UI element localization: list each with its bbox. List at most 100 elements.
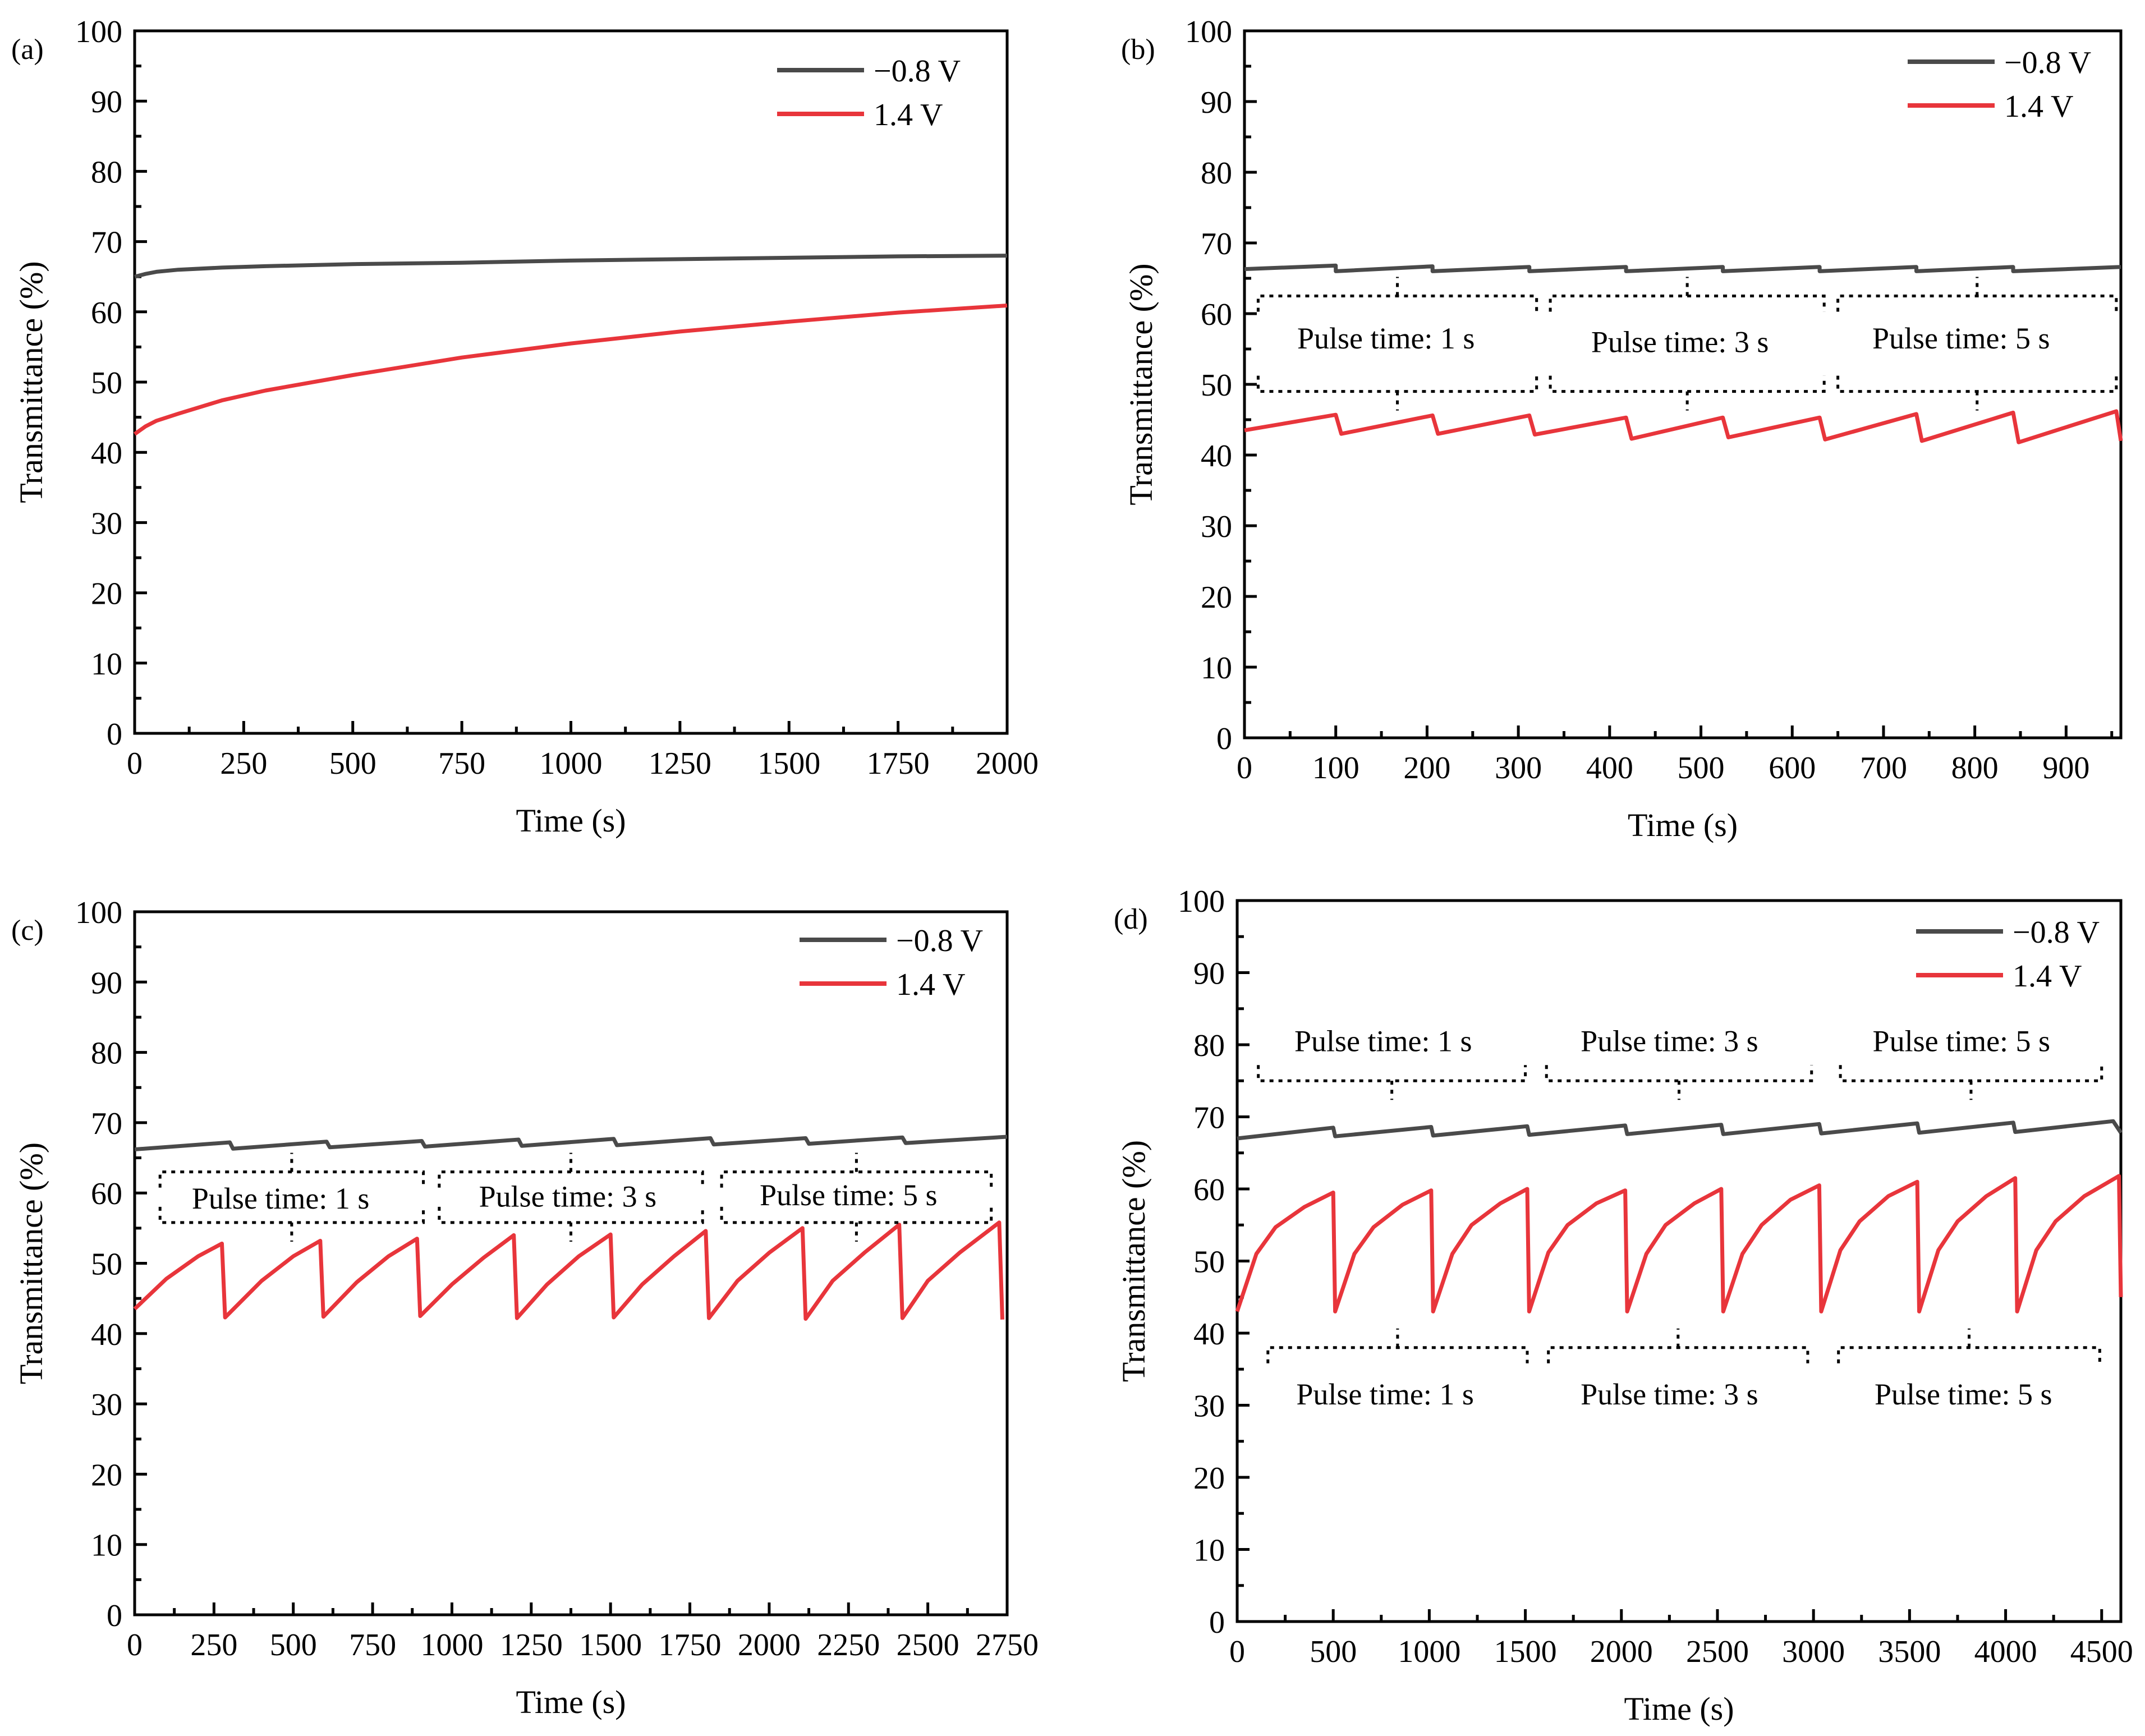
pulse-time-annotation: Pulse time: 3 s <box>1581 1025 1758 1058</box>
x-tick-label: 4000 <box>1974 1634 2037 1669</box>
legend-label: 1.4 V <box>874 98 943 132</box>
y-tick-label: 0 <box>107 1599 122 1633</box>
x-tick-label: 3000 <box>1782 1634 1845 1669</box>
y-tick-label: 70 <box>1193 1101 1225 1136</box>
x-tick-label: 0 <box>1229 1634 1245 1669</box>
series-line-neg-0-8v <box>134 1135 1008 1151</box>
series-line-pos-1-4v <box>133 304 1008 436</box>
x-tick-label: 3500 <box>1878 1634 1941 1669</box>
pulse-bracket <box>1549 277 1826 312</box>
y-axis-title: Transmittance (%) <box>13 261 49 503</box>
x-tick-label: 2750 <box>976 1628 1039 1662</box>
y-tick-label: 100 <box>75 895 122 930</box>
x-tick-label: 200 <box>1403 751 1450 786</box>
y-tick-label: 100 <box>75 15 122 49</box>
y-tick-label: 20 <box>91 1458 122 1492</box>
pulse-bracket <box>158 1152 425 1188</box>
x-tick-label: 500 <box>270 1628 317 1662</box>
x-tick-label: 0 <box>1237 751 1252 786</box>
pulse-time-annotation: Pulse time: 1 s <box>1294 1025 1472 1058</box>
x-tick-label: 4500 <box>2070 1634 2133 1669</box>
y-tick-label: 70 <box>91 1106 122 1141</box>
x-tick-label: 2250 <box>817 1628 880 1662</box>
y-tick-label: 20 <box>1201 580 1232 615</box>
series-line-neg-0-8v <box>1237 1119 2123 1141</box>
x-tick-label: 0 <box>127 1628 143 1662</box>
series-line-neg-0-8v <box>134 254 1008 279</box>
panel-label: (d) <box>1114 903 1148 935</box>
y-tick-label: 50 <box>91 366 122 401</box>
x-tick-label: 400 <box>1586 751 1633 786</box>
plot-frame <box>1243 29 2123 740</box>
y-tick-label: 20 <box>1193 1461 1225 1496</box>
y-tick-label: 40 <box>91 436 122 471</box>
pulse-time-annotation: Pulse time: 1 s <box>192 1182 370 1215</box>
pulse-bracket <box>1256 277 1538 312</box>
y-tick-label: 60 <box>1201 297 1232 332</box>
y-tick-label: 10 <box>1193 1533 1225 1568</box>
y-tick-label: 40 <box>1193 1317 1225 1352</box>
plot-frame <box>1235 899 2123 1623</box>
x-tick-label: 100 <box>1312 751 1359 786</box>
y-tick-label: 60 <box>91 1177 122 1211</box>
y-tick-label: 80 <box>91 155 122 190</box>
x-axis-title: Time (s) <box>1624 1691 1734 1727</box>
y-tick-label: 40 <box>1201 439 1232 474</box>
x-axis-title: Time (s) <box>516 1684 626 1720</box>
panel-label: (b) <box>1121 34 1155 66</box>
series-line-pos-1-4v <box>1235 1174 2123 1314</box>
legend-label: 1.4 V <box>2004 89 2073 124</box>
legend-label: −0.8 V <box>2004 45 2091 80</box>
x-tick-label: 500 <box>329 746 376 781</box>
y-tick-label: 30 <box>1193 1389 1225 1424</box>
y-tick-label: 60 <box>1193 1173 1225 1207</box>
x-tick-label: 0 <box>127 746 143 781</box>
pulse-time-annotation: Pulse time: 3 s <box>479 1179 657 1213</box>
y-tick-label: 10 <box>1201 651 1232 686</box>
x-tick-label: 2500 <box>897 1628 959 1662</box>
legend-label: −0.8 V <box>896 924 983 958</box>
x-tick-label: 1500 <box>757 746 820 781</box>
y-tick-label: 100 <box>1185 15 1232 49</box>
x-tick-label: 1500 <box>579 1628 642 1662</box>
x-axis-title: Time (s) <box>1628 807 1738 843</box>
panel-label: (c) <box>11 915 44 947</box>
panel-label: (a) <box>11 34 44 66</box>
pulse-bracket <box>1839 1065 2103 1100</box>
y-axis-title: Transmittance (%) <box>1115 1140 1152 1382</box>
y-tick-label: 0 <box>1216 722 1232 756</box>
pulse-bracket <box>438 1152 704 1188</box>
legend-label: −0.8 V <box>2013 915 2100 950</box>
y-tick-label: 30 <box>91 506 122 541</box>
pulse-time-annotation: Pulse time: 3 s <box>1581 1377 1758 1411</box>
x-tick-label: 800 <box>1951 751 1999 786</box>
x-tick-label: 1250 <box>649 746 711 781</box>
series-line-pos-1-4v <box>1244 409 2123 444</box>
y-tick-label: 60 <box>91 296 122 330</box>
y-tick-label: 50 <box>91 1247 122 1282</box>
chart-panel-2: 0 10 20 30 40 50 60 70 80 90 100 0 100 200 300 400 500 60… <box>1121 15 2123 843</box>
pulse-time-annotation: Pulse time: 1 s <box>1296 1377 1474 1411</box>
x-tick-label: 500 <box>1678 751 1725 786</box>
y-tick-label: 20 <box>91 577 122 612</box>
legend-label: 1.4 V <box>2013 959 2082 994</box>
pulse-bracket <box>1837 1328 2101 1363</box>
y-tick-label: 30 <box>91 1388 122 1422</box>
pulse-time-annotation: Pulse time: 3 s <box>1591 325 1769 359</box>
x-tick-label: 2500 <box>1686 1634 1749 1669</box>
x-tick-label: 1750 <box>659 1628 722 1662</box>
x-tick-label: 250 <box>190 1628 237 1662</box>
x-tick-label: 600 <box>1769 751 1816 786</box>
legend-label: −0.8 V <box>874 54 961 89</box>
y-tick-label: 80 <box>1201 156 1232 191</box>
y-tick-label: 0 <box>107 717 122 752</box>
pulse-time-annotation: Pulse time: 1 s <box>1297 322 1475 355</box>
pulse-bracket <box>1547 1328 1809 1363</box>
x-tick-label: 700 <box>1860 751 1907 786</box>
pulse-bracket <box>1549 375 1826 411</box>
x-tick-label: 2000 <box>976 746 1039 781</box>
x-tick-label: 1250 <box>500 1628 563 1662</box>
y-tick-label: 90 <box>1201 85 1232 120</box>
